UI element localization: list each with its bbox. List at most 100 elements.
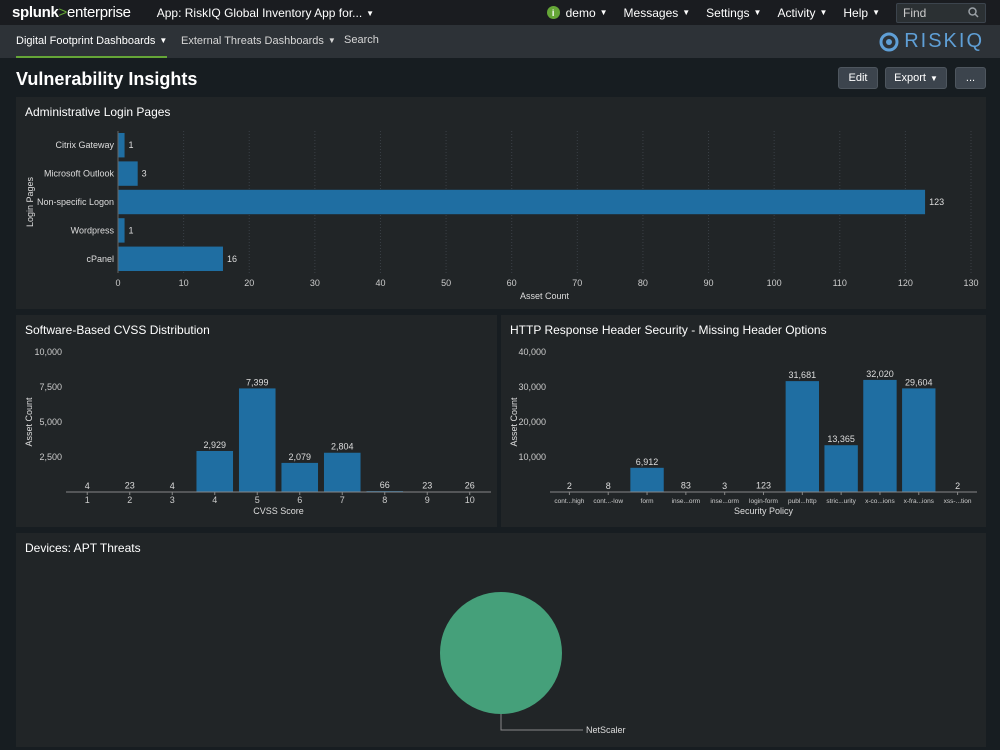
y-axis-title: Asset Count [509, 397, 519, 447]
login-pages-chart: 0 10 20 30 40 50 60 70 80 90 100 110 120 130 Citrix Ga… [25, 131, 979, 301]
panel-title: Software-Based CVSS Distribution [25, 323, 210, 337]
x-tick-label: 120 [898, 278, 913, 288]
http-header-chart: 10,000 20,000 30,000 40,000 2 cont...high 8 con… [509, 347, 977, 516]
data-label: 3 [142, 169, 147, 179]
settings-menu[interactable]: Settings ▼ [706, 6, 761, 20]
x-tick-label: 4 [212, 495, 217, 505]
bar [863, 379, 897, 492]
riskiq-brand: RISKIQ [904, 30, 984, 52]
caret-down-icon: ▼ [819, 8, 828, 17]
bar [824, 445, 858, 492]
more-actions-button[interactable]: ... [955, 67, 986, 89]
x-tick-label: 60 [507, 278, 517, 288]
x-tick-label: 0 [115, 278, 120, 288]
x-tick-label: cont...high [554, 498, 584, 505]
edit-button[interactable]: Edit [838, 67, 878, 89]
panel-login-pages: Administrative Login Pages 0 10 20 30 40 50 60… [16, 97, 986, 309]
y-tick-label: 7,500 [39, 382, 62, 392]
x-tick-label: 20 [244, 278, 254, 288]
help-menu[interactable]: Help ▼ [843, 6, 880, 20]
pie-slice [440, 592, 562, 714]
panel-title: Devices: APT Threats [25, 541, 141, 555]
caret-down-icon: ▼ [929, 73, 938, 83]
export-button[interactable]: Export ▼ [885, 67, 947, 89]
y-tick-label: 2,500 [39, 452, 62, 462]
x-tick-label: 3 [170, 495, 175, 505]
y-tick-label: Non-specific Logon [37, 197, 114, 207]
tab-external-threats-dashboards[interactable]: External Threats Dashboards ▼ [181, 25, 336, 58]
panel-title: HTTP Response Header Security - Missing … [510, 323, 827, 337]
data-label: 1 [129, 140, 134, 150]
pie-slice-label: NetScaler [586, 725, 626, 735]
x-tick-label: 130 [963, 278, 978, 288]
y-tick-label: cPanel [86, 254, 114, 264]
messages-menu[interactable]: Messages ▼ [624, 6, 691, 20]
more-label: ... [965, 72, 976, 84]
data-label: 23 [422, 481, 432, 491]
tab-search[interactable]: Search [344, 25, 379, 58]
find-placeholder: Find [903, 5, 927, 20]
data-label: 26 [465, 481, 475, 491]
activity-label: Activity [777, 5, 816, 20]
panel-title: Administrative Login Pages [25, 105, 171, 119]
apt-threats-chart: NetScaler [440, 592, 626, 735]
top-bar: splunk>enterprise App: RiskIQ Global Inv… [0, 0, 1000, 25]
data-label: 7,399 [246, 377, 269, 387]
y-tick-label: 20,000 [518, 417, 546, 427]
y-tick-label: 5,000 [39, 417, 62, 427]
data-label: 16 [227, 254, 237, 264]
bar [196, 450, 234, 492]
data-label: 123 [929, 197, 944, 207]
x-tick-label: 5 [255, 495, 260, 505]
user-avatar: i [546, 6, 560, 19]
x-tick-label: inse...orm [672, 498, 701, 505]
data-label: 4 [170, 481, 175, 491]
logo-product: enterprise [67, 4, 131, 21]
x-tick-label: xss-...tion [944, 498, 972, 505]
app-menu[interactable]: App: RiskIQ Global Inventory App for... ▼ [157, 6, 374, 20]
bar [118, 189, 926, 215]
export-label: Export [894, 72, 926, 84]
x-tick-label: publ...http [788, 498, 817, 505]
x-tick-label: 90 [704, 278, 714, 288]
data-label: 8 [606, 481, 611, 491]
x-tick-label: inse...orm [710, 498, 739, 505]
data-label: 2,804 [331, 442, 354, 452]
bar [785, 381, 820, 492]
x-tick-label: x-co...ions [865, 498, 895, 505]
cvss-chart: 2,500 5,000 7,500 10,000 4 1 23 2 4 3 2,929 4 7,399 5… [24, 347, 491, 516]
x-tick-label: login-form [749, 498, 778, 505]
bar [238, 388, 276, 492]
tab-digital-footprint-dashboards[interactable]: Digital Footprint Dashboards ▼ [16, 25, 168, 58]
data-label: 3 [722, 481, 727, 491]
settings-label: Settings [706, 5, 750, 20]
panel-http-header-security: HTTP Response Header Security - Missing … [501, 315, 986, 527]
y-tick-label: 30,000 [518, 382, 546, 392]
page-title: Vulnerability Insights [16, 69, 198, 89]
panel-apt-threats: Devices: APT Threats NetScaler [16, 533, 986, 747]
find-input[interactable]: Find [896, 2, 986, 23]
x-tick-label: cont...-low [593, 498, 623, 505]
data-label: 6,912 [636, 457, 659, 467]
data-label: 32,020 [866, 369, 894, 379]
x-tick-label: 10 [465, 495, 475, 505]
x-tick-label: 8 [382, 495, 387, 505]
x-tick-label: 9 [425, 495, 430, 505]
messages-label: Messages [623, 5, 679, 20]
bar [118, 161, 138, 186]
pie-leader-line [500, 714, 583, 731]
app-menu-label: App: RiskIQ Global Inventory App for... [156, 5, 363, 20]
x-axis-title: CVSS Score [253, 506, 304, 516]
x-tick-label: 30 [310, 278, 320, 288]
y-tick-label: Microsoft Outlook [44, 169, 115, 179]
x-tick-label: 50 [441, 278, 451, 288]
data-label: 2,929 [203, 440, 226, 450]
user-menu-label: demo [565, 5, 596, 20]
bar [118, 246, 223, 272]
x-tick-label: 6 [297, 495, 302, 505]
splunk-logo[interactable]: splunk>enterprise [12, 4, 131, 21]
user-menu[interactable]: i demo ▼ [546, 5, 608, 20]
caret-down-icon: ▼ [872, 8, 880, 17]
x-tick-label: 1 [85, 495, 90, 505]
activity-menu[interactable]: Activity ▼ [777, 6, 827, 20]
